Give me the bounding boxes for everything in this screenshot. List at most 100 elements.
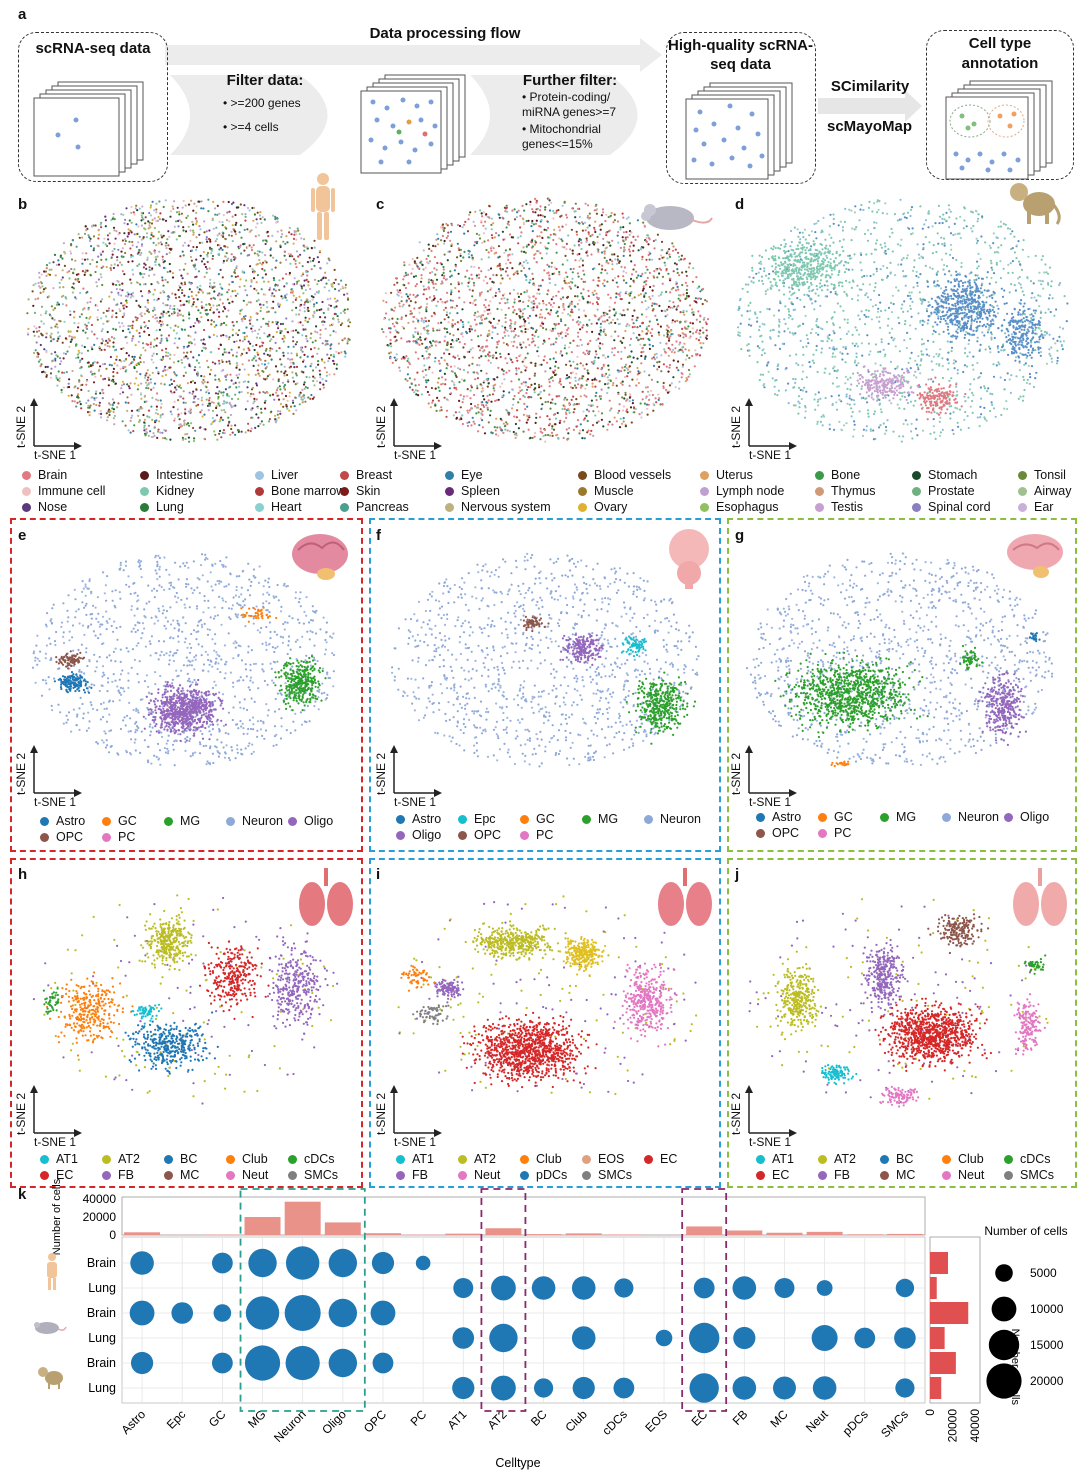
point bbox=[116, 303, 119, 306]
point bbox=[270, 338, 273, 341]
point bbox=[629, 337, 633, 340]
point bbox=[623, 346, 626, 349]
point bbox=[507, 254, 510, 257]
point bbox=[155, 398, 158, 401]
point bbox=[279, 322, 282, 326]
point bbox=[301, 272, 304, 275]
point bbox=[395, 358, 399, 361]
point bbox=[564, 331, 567, 334]
point bbox=[475, 232, 478, 235]
point bbox=[186, 382, 189, 385]
point bbox=[535, 412, 538, 415]
point bbox=[478, 356, 481, 359]
point bbox=[64, 352, 67, 355]
point bbox=[696, 297, 700, 300]
point bbox=[446, 342, 449, 346]
point bbox=[144, 374, 147, 377]
point bbox=[147, 319, 151, 323]
point bbox=[600, 412, 604, 415]
point bbox=[69, 340, 72, 343]
point bbox=[274, 341, 277, 344]
point bbox=[595, 339, 598, 342]
point bbox=[410, 382, 413, 385]
point bbox=[466, 395, 469, 398]
point bbox=[412, 334, 415, 337]
point bbox=[629, 285, 632, 288]
point bbox=[26, 332, 29, 335]
point bbox=[633, 309, 636, 312]
point bbox=[661, 256, 664, 259]
point bbox=[584, 387, 587, 390]
point bbox=[552, 343, 555, 346]
point bbox=[457, 281, 460, 284]
point bbox=[639, 337, 643, 340]
point bbox=[284, 294, 287, 297]
point bbox=[565, 416, 568, 419]
point bbox=[187, 311, 191, 314]
point bbox=[463, 356, 466, 359]
point bbox=[305, 278, 308, 281]
point bbox=[585, 237, 588, 240]
point bbox=[240, 354, 243, 357]
point bbox=[436, 243, 440, 246]
point bbox=[672, 286, 675, 289]
point bbox=[573, 305, 576, 308]
point bbox=[473, 265, 476, 269]
point bbox=[79, 403, 82, 406]
point bbox=[267, 310, 270, 313]
point bbox=[622, 226, 625, 229]
point bbox=[161, 349, 164, 352]
point bbox=[95, 261, 99, 264]
point bbox=[517, 295, 520, 298]
point bbox=[325, 379, 328, 383]
point bbox=[569, 248, 572, 251]
point bbox=[539, 313, 542, 316]
point bbox=[261, 276, 264, 279]
point bbox=[603, 250, 606, 253]
point bbox=[156, 219, 160, 222]
point bbox=[194, 429, 197, 432]
point bbox=[112, 283, 115, 286]
point bbox=[522, 300, 525, 303]
point bbox=[279, 245, 282, 249]
point bbox=[676, 271, 679, 274]
point bbox=[264, 407, 267, 410]
point bbox=[555, 211, 558, 214]
point bbox=[476, 240, 479, 243]
point bbox=[63, 371, 66, 374]
point bbox=[444, 301, 447, 304]
point bbox=[199, 284, 202, 287]
point bbox=[442, 277, 445, 280]
point bbox=[662, 385, 665, 388]
point bbox=[179, 299, 182, 303]
point bbox=[167, 244, 170, 247]
point bbox=[180, 358, 183, 362]
point bbox=[219, 283, 222, 286]
point bbox=[300, 396, 303, 399]
point bbox=[203, 347, 206, 350]
point bbox=[460, 378, 463, 381]
point bbox=[682, 293, 685, 296]
point bbox=[507, 334, 510, 337]
point bbox=[472, 420, 475, 423]
point bbox=[189, 282, 192, 286]
point bbox=[620, 370, 623, 373]
point bbox=[246, 386, 249, 389]
point bbox=[539, 220, 542, 223]
point bbox=[512, 273, 515, 276]
point bbox=[256, 406, 259, 410]
point bbox=[177, 219, 180, 223]
point bbox=[523, 395, 526, 399]
point bbox=[596, 241, 599, 244]
point bbox=[193, 264, 197, 267]
point bbox=[182, 319, 185, 322]
point bbox=[440, 409, 443, 412]
point bbox=[621, 380, 624, 383]
point bbox=[286, 399, 289, 402]
point bbox=[244, 431, 247, 434]
point bbox=[103, 362, 106, 366]
point bbox=[339, 323, 342, 327]
point bbox=[278, 305, 281, 308]
point bbox=[687, 325, 690, 328]
point bbox=[515, 369, 518, 372]
